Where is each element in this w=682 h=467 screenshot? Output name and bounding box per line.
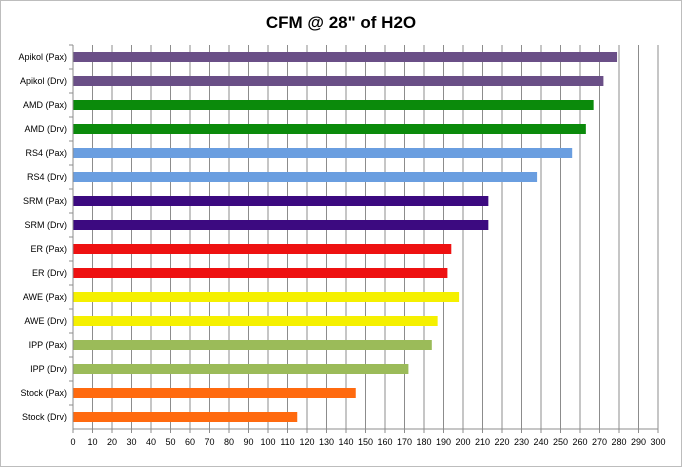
bar-amd-pax xyxy=(73,100,594,110)
x-tick-label: 200 xyxy=(455,437,470,447)
category-label: IPP (Drv) xyxy=(30,364,67,374)
x-tick-label: 70 xyxy=(204,437,214,447)
x-tick-label: 190 xyxy=(436,437,451,447)
bar-srm-drv xyxy=(73,220,489,230)
x-tick-label: 180 xyxy=(416,437,431,447)
category-label: AMD (Pax) xyxy=(23,100,67,110)
axes xyxy=(69,44,659,433)
x-tick-label: 150 xyxy=(358,437,373,447)
category-label: SRM (Drv) xyxy=(25,220,68,230)
x-tick-label: 220 xyxy=(494,437,509,447)
x-tick-label: 100 xyxy=(260,437,275,447)
x-tick-label: 50 xyxy=(165,437,175,447)
category-label: Apikol (Drv) xyxy=(20,76,67,86)
bar-awe-pax xyxy=(73,292,460,302)
bar-srm-pax xyxy=(73,196,489,206)
category-label: ER (Pax) xyxy=(30,244,67,254)
x-tick-label: 40 xyxy=(146,437,156,447)
bar-rs4-drv xyxy=(73,172,538,182)
bar-ipp-pax xyxy=(73,340,432,350)
category-label: ER (Drv) xyxy=(32,268,67,278)
bar-apikol-pax xyxy=(73,52,618,62)
bar-er-drv xyxy=(73,268,448,278)
bar-er-pax xyxy=(73,244,452,254)
x-tick-label: 270 xyxy=(592,437,607,447)
category-label: RS4 (Drv) xyxy=(27,172,67,182)
x-tick-label: 90 xyxy=(243,437,253,447)
x-tick-label: 60 xyxy=(185,437,195,447)
x-tick-label: 170 xyxy=(397,437,412,447)
chart-title: CFM @ 28" of H2O xyxy=(265,13,417,32)
bar-stock-pax xyxy=(73,388,356,398)
x-tick-label: 290 xyxy=(631,437,646,447)
x-tick-label: 0 xyxy=(70,437,75,447)
x-tick-label: 80 xyxy=(224,437,234,447)
x-tick-label: 30 xyxy=(126,437,136,447)
category-label: RS4 (Pax) xyxy=(25,148,67,158)
x-tick-label: 110 xyxy=(280,437,294,447)
category-label: SRM (Pax) xyxy=(23,196,67,206)
category-label: AWE (Drv) xyxy=(24,316,67,326)
axis-labels: 0 10 20 30 40 50 60 70 80 90 100 110 120 130 140 150 160… xyxy=(18,52,665,447)
bar-awe-drv xyxy=(73,316,438,326)
bar-ipp-drv xyxy=(73,364,409,374)
bar-rs4-pax xyxy=(73,148,573,158)
bar-amd-drv xyxy=(73,124,586,134)
category-label: AMD (Drv) xyxy=(25,124,68,134)
category-label: AWE (Pax) xyxy=(23,292,67,302)
x-tick-label: 240 xyxy=(533,437,548,447)
x-tick-label: 10 xyxy=(87,437,97,447)
x-tick-label: 250 xyxy=(553,437,568,447)
x-tick-label: 140 xyxy=(338,437,353,447)
x-tick-label: 300 xyxy=(650,437,665,447)
x-tick-label: 160 xyxy=(377,437,392,447)
x-tick-label: 230 xyxy=(514,437,529,447)
x-tick-label: 210 xyxy=(475,437,490,447)
category-label: Stock (Drv) xyxy=(22,412,67,422)
category-label: Apikol (Pax) xyxy=(18,52,67,62)
bar-stock-drv xyxy=(73,412,298,422)
bar-apikol-drv xyxy=(73,76,604,86)
x-tick-label: 20 xyxy=(107,437,117,447)
bars xyxy=(73,52,618,422)
x-tick-label: 280 xyxy=(611,437,626,447)
x-tick-label: 260 xyxy=(572,437,587,447)
x-tick-label: 130 xyxy=(319,437,334,447)
category-label: Stock (Pax) xyxy=(20,388,67,398)
category-label: IPP (Pax) xyxy=(29,340,67,350)
x-tick-label: 120 xyxy=(299,437,314,447)
